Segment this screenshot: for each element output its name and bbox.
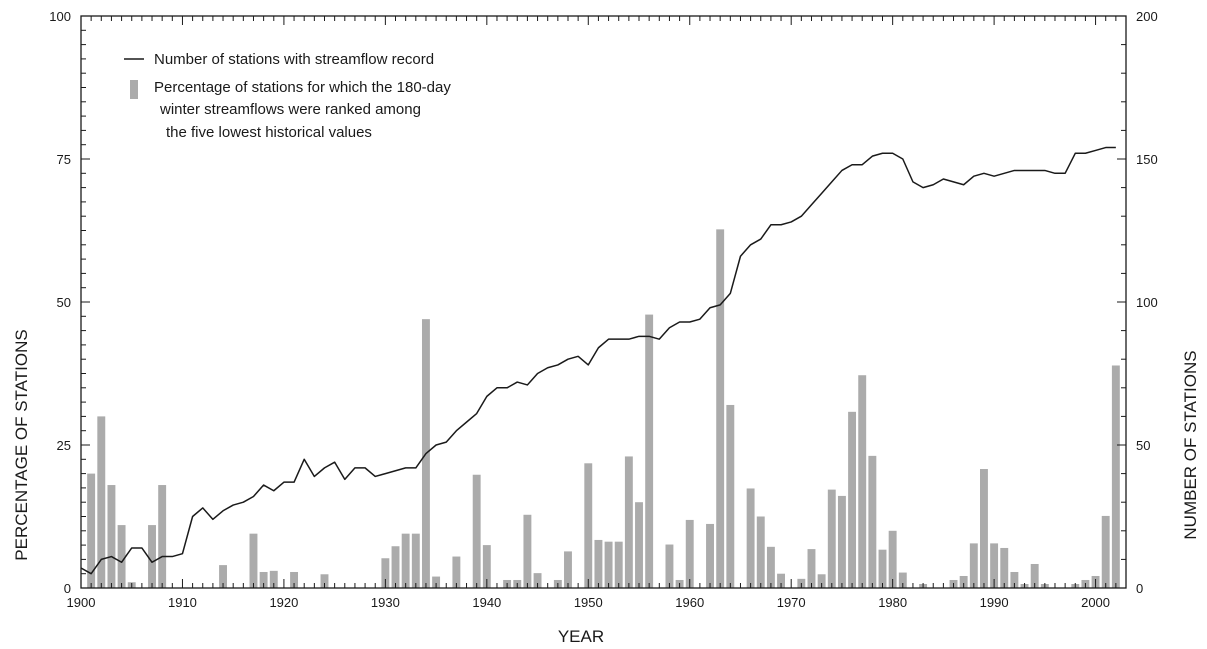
y-tick-label-left: 50 [57,295,71,310]
legend: Number of stations with streamflow recor… [124,51,451,141]
x-tick-label: 1920 [269,595,298,610]
bar [665,544,674,588]
bar [1000,547,1009,588]
bar [117,525,126,588]
bar [1111,365,1120,588]
bar [594,539,603,588]
bar [858,375,867,588]
bar [533,573,542,588]
x-tick-label: 2000 [1081,595,1110,610]
bar [259,571,268,588]
bar [716,229,725,589]
bar [645,314,654,588]
x-axis-title: YEAR [558,627,604,646]
legend-bar-swatch [130,80,138,99]
bar [482,545,491,588]
bar [452,556,461,588]
y-axis-right-title: NUMBER OF STATIONS [1181,350,1200,539]
station-count-line [80,146,1116,575]
bar [898,572,907,588]
bar [391,546,400,588]
y-tick-label-left: 75 [57,152,71,167]
bar [584,463,593,588]
axis-ticks [80,15,1127,589]
y-tick-label-right: 0 [1136,581,1143,596]
bar [837,495,846,588]
bar [878,549,887,588]
bar [807,549,816,588]
x-tick-label: 1990 [980,595,1009,610]
y-tick-label-left: 0 [64,581,71,596]
bar [746,488,755,588]
bar [827,489,836,588]
x-tick-label: 1980 [878,595,907,610]
bar [523,514,532,588]
bar [888,530,897,588]
x-tick-label: 1900 [67,595,96,610]
x-tick-label: 1960 [675,595,704,610]
y-tick-label-right: 150 [1136,152,1158,167]
y-axis-left-title: PERCENTAGE OF STATIONS [12,329,31,560]
bar [381,558,390,588]
y-tick-label-left: 100 [49,9,71,24]
bar [635,502,643,588]
bar [1101,515,1110,588]
bar [87,473,96,588]
line-series [80,146,1116,575]
bar-series [87,229,1120,589]
tick-labels: 1900 1910 1920 1930 1940 1950 1960 1970 1980 1990… [49,9,1157,610]
bar [980,469,988,588]
bar [706,523,714,588]
bar [411,533,420,588]
bar [990,543,999,588]
x-tick-label: 1970 [777,595,806,610]
legend-bar-label-line-3: the five lowest historical values [166,124,372,141]
bar [219,565,227,588]
bar [320,574,329,588]
bar [756,516,765,588]
bar [1010,571,1019,588]
x-tick-label: 1940 [472,595,501,610]
bar [148,525,156,588]
y-tick-label-right: 100 [1136,295,1158,310]
bar [624,456,633,588]
bar [432,576,441,588]
bar [969,543,978,588]
y-tick-label-right: 50 [1136,438,1150,453]
bar [107,485,116,588]
bar [158,485,167,588]
bar [564,551,572,588]
bar [726,404,735,588]
bar [868,455,877,588]
bar [817,574,826,588]
bar [685,519,694,588]
bar [766,546,775,588]
bar [269,570,278,588]
bar [777,573,785,588]
x-tick-label: 1950 [574,595,603,610]
bar [848,411,857,588]
bar [290,571,299,588]
x-tick-label: 1930 [371,595,400,610]
x-tick-label: 1910 [168,595,197,610]
y-tick-label-left: 25 [57,438,71,453]
bar [401,533,410,588]
legend-line-label: Number of stations with streamflow recor… [154,51,434,68]
bar [97,416,106,588]
bar [1030,563,1039,588]
y-tick-label-right: 200 [1136,9,1158,24]
bar [472,474,481,588]
bar [604,541,613,588]
bar [249,533,258,588]
legend-bar-label-line-1: Percentage of stations for which the 180… [154,79,451,96]
legend-bar-label-line-2: winter streamflows were ranked among [159,101,421,118]
bar [614,541,623,588]
bar [959,575,968,588]
